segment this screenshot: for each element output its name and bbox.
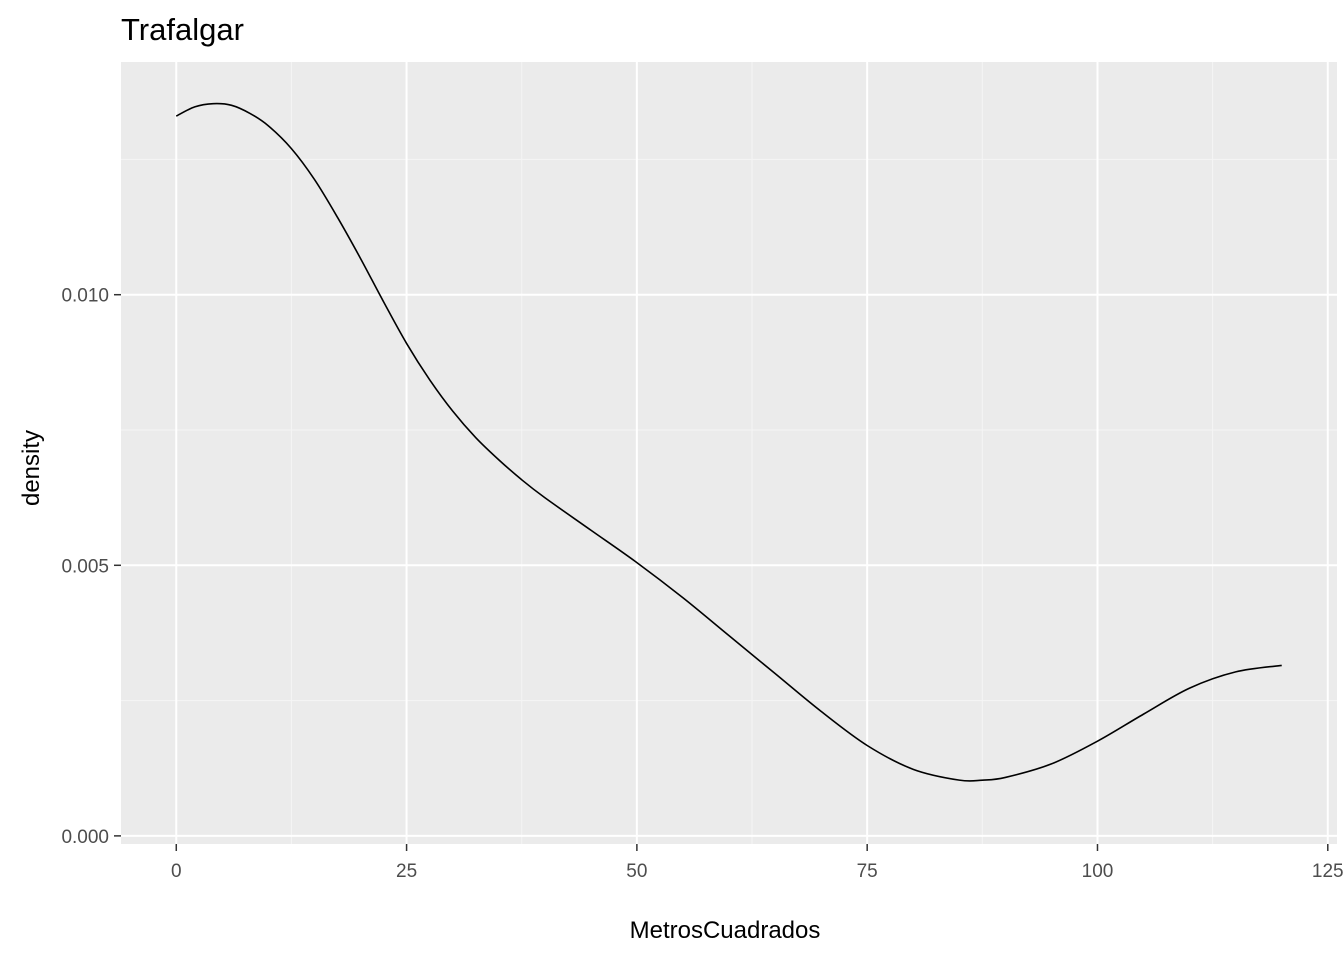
x-tick-label: 25 bbox=[396, 861, 417, 882]
y-axis: 0.000 0.005 0.010 bbox=[61, 286, 121, 848]
x-tick-label: 0 bbox=[171, 861, 182, 882]
x-axis-title: MetrosCuadrados bbox=[630, 917, 821, 944]
x-tick-label: 75 bbox=[857, 861, 878, 882]
minor-gridlines bbox=[121, 62, 1337, 844]
major-gridlines bbox=[121, 62, 1337, 844]
chart-title: Trafalgar bbox=[121, 12, 244, 47]
x-tick-label: 50 bbox=[626, 861, 647, 882]
x-tick-label: 100 bbox=[1082, 861, 1114, 882]
x-axis: 0 25 50 75 100 125 bbox=[171, 844, 1344, 882]
density-curve bbox=[175, 102, 1282, 782]
y-axis-title: density bbox=[18, 430, 45, 506]
x-tick-label: 125 bbox=[1312, 861, 1344, 882]
y-tick-label: 0.010 bbox=[61, 286, 109, 307]
y-tick-label: 0.000 bbox=[61, 827, 109, 848]
plot-panel bbox=[121, 62, 1337, 844]
y-tick-label: 0.005 bbox=[61, 556, 109, 577]
